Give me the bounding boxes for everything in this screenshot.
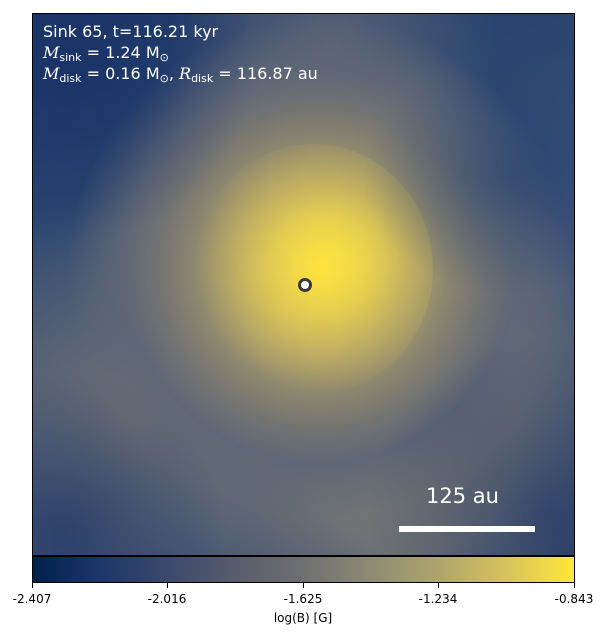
colorbar-tick	[303, 583, 304, 588]
colorbar-tick	[167, 583, 168, 588]
colorbar-tick-label: -1.234	[418, 592, 458, 606]
colorbar-tick-label: -2.016	[147, 592, 187, 606]
disk-properties-label: Mdisk = 0.16 M⊙, Rdisk = 116.87 au	[43, 64, 318, 85]
colorbar	[32, 556, 575, 583]
sink-mass-label: Msink = 1.24 M⊙	[43, 43, 169, 64]
colorbar-tick-label: -2.407	[12, 592, 52, 606]
scale-bar	[399, 526, 535, 532]
colorbar-tick	[438, 583, 439, 588]
sink-time-label: Sink 65, t=116.21 kyr	[43, 22, 219, 41]
colorbar-tick-label: -0.843	[554, 592, 594, 606]
scale-bar-label: 125 au	[426, 484, 499, 508]
colorbar-label: log(B) [G]	[273, 611, 333, 625]
colorbar-tick-label: -1.625	[283, 592, 323, 606]
magnetic-field-map: Sink 65, t=116.21 kyr Msink = 1.24 M⊙ Md…	[32, 13, 575, 556]
colorbar-tick	[574, 583, 575, 588]
sink-particle-marker	[298, 278, 312, 292]
colorbar-tick	[32, 583, 33, 588]
